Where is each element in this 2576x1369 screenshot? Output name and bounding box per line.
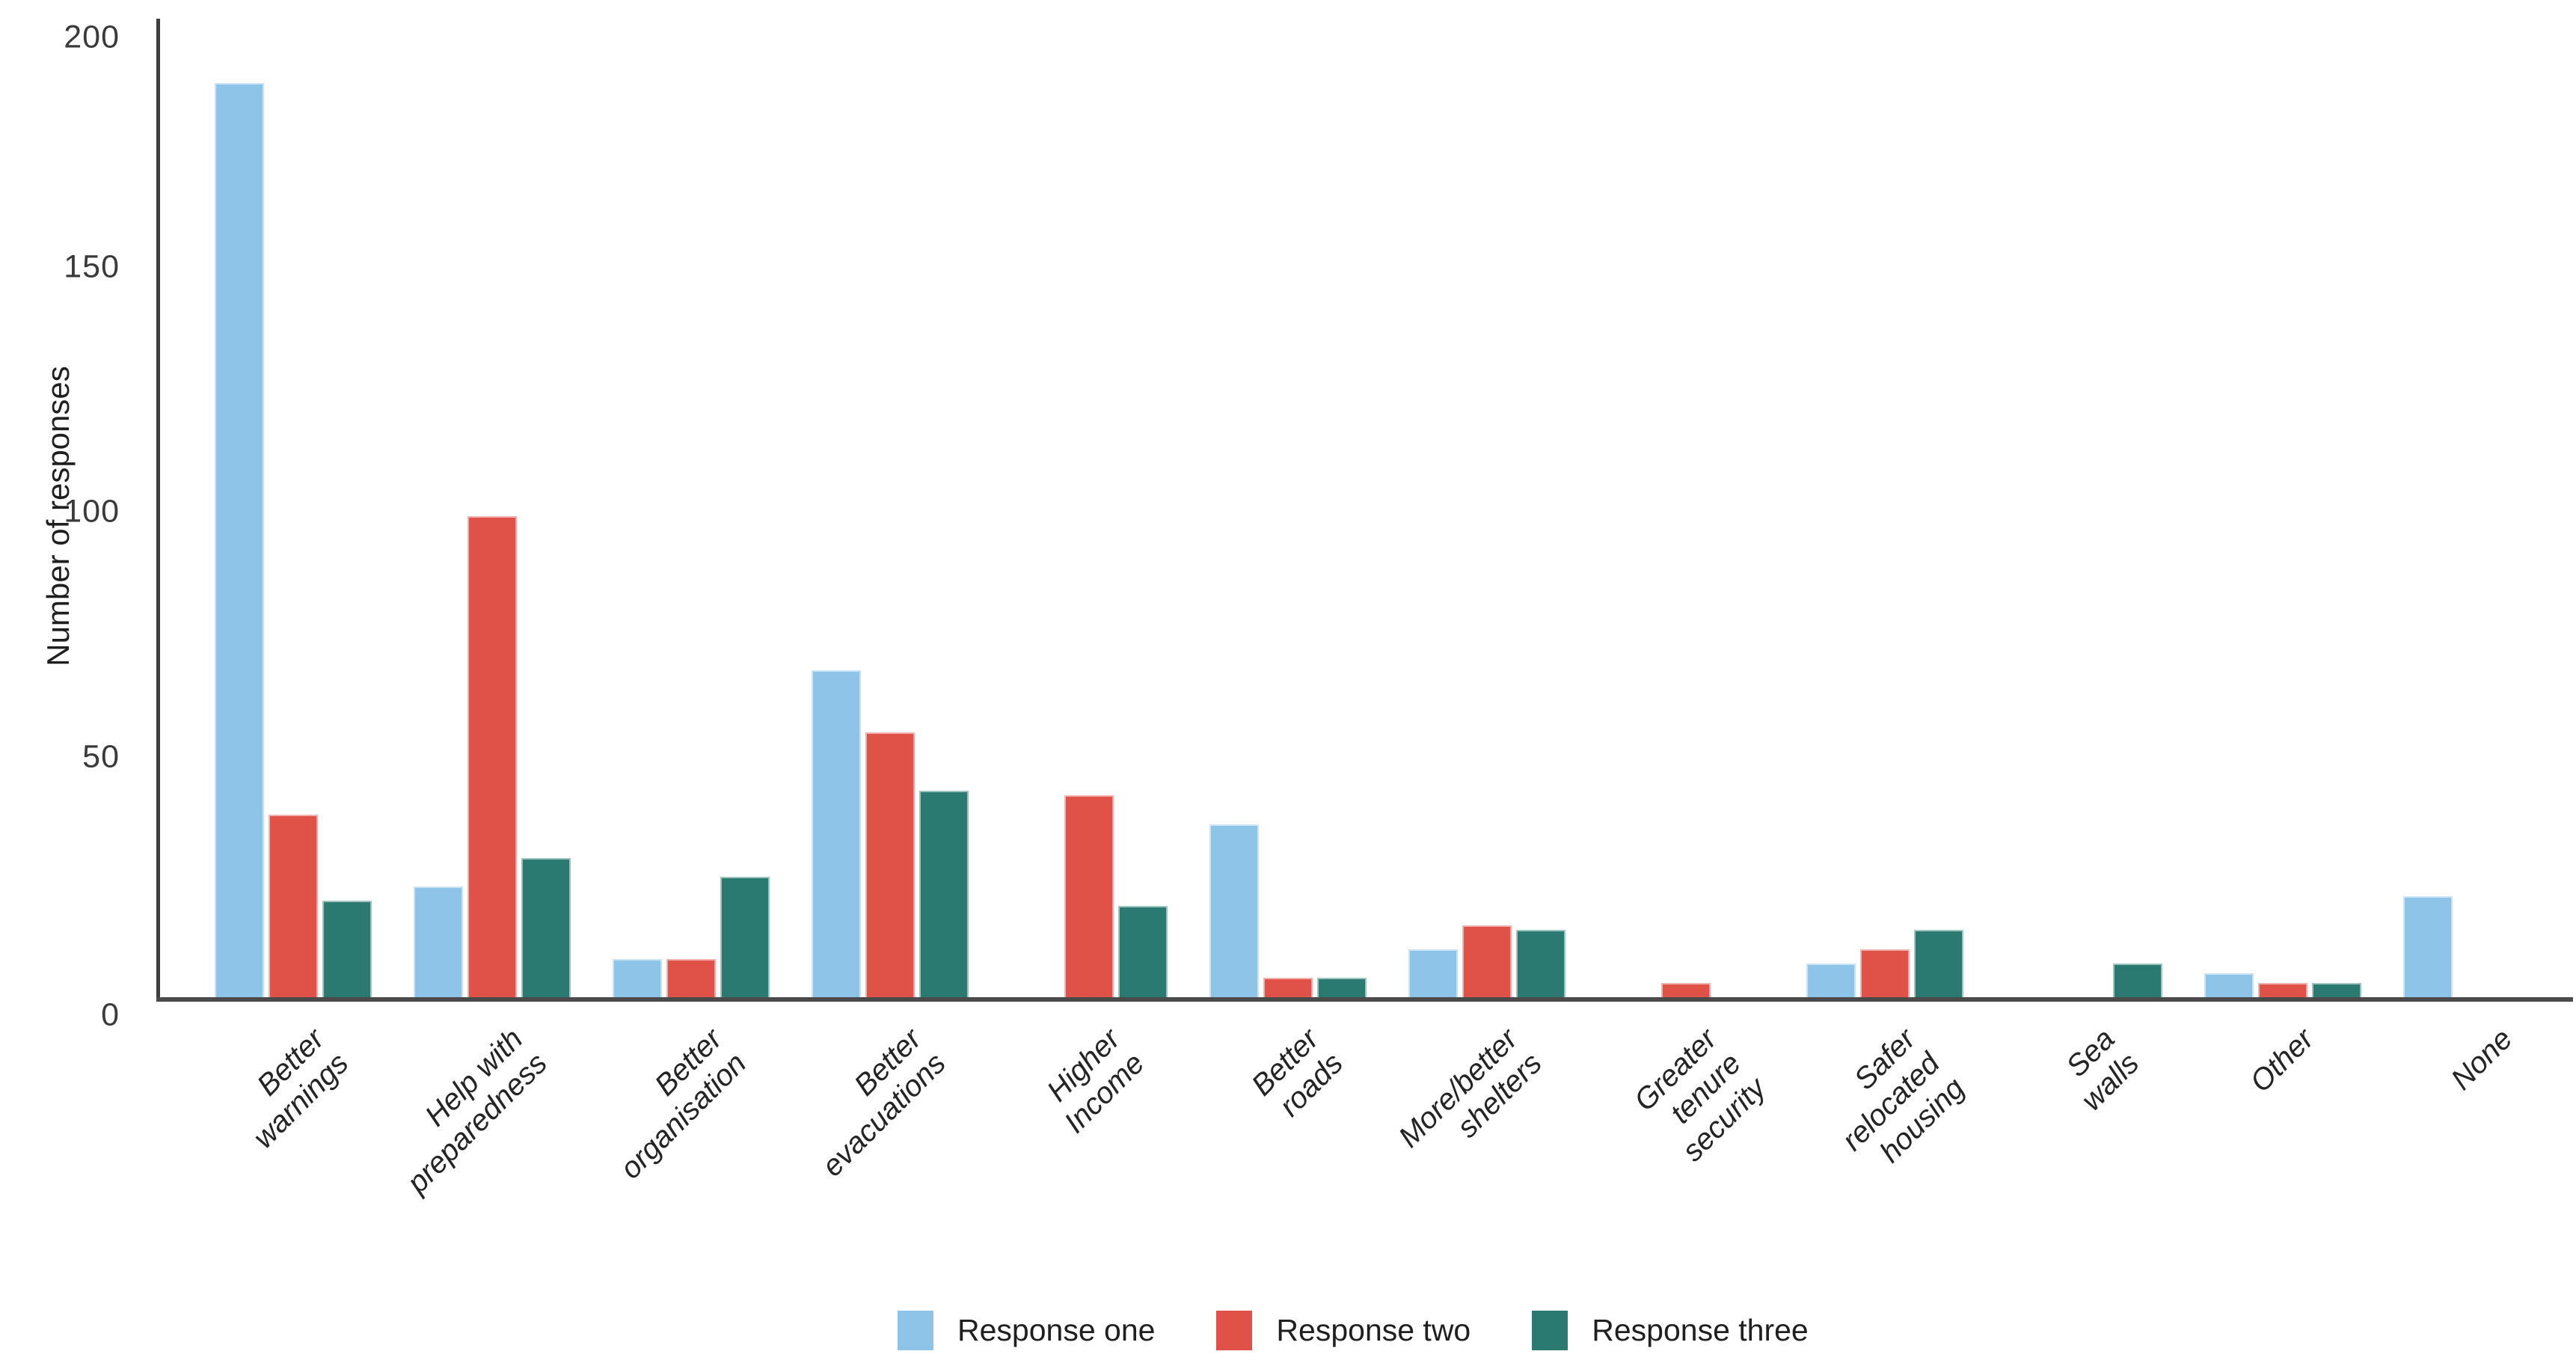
category-label-1: Better warnings — [247, 1022, 355, 1155]
bar-response-two-1 — [269, 815, 318, 997]
bar-response-two-6 — [1263, 978, 1313, 997]
bar-response-two-4 — [865, 732, 915, 997]
bar-response-one-2 — [414, 886, 463, 997]
bar-response-three-2 — [521, 858, 571, 997]
category-label-2: Help with preparedness — [401, 1022, 554, 1200]
legend: Response one Response two Response three — [898, 1311, 1809, 1350]
bar-response-three-11 — [2312, 983, 2361, 997]
y-tick-label-50: 50 — [82, 738, 120, 775]
bar-response-one-12 — [2403, 896, 2453, 997]
category-label-7: More/better shelters — [1393, 1022, 1549, 1154]
category-label-12: None — [2445, 1022, 2519, 1097]
bar-response-three-5 — [1118, 906, 1168, 997]
category-label-8: Greater tenure security — [1628, 1022, 1773, 1168]
category-label-5: Higher Income — [1040, 1022, 1151, 1140]
category-label-3: Better organisation — [614, 1022, 753, 1186]
category-label-10: Sea walls — [2060, 1022, 2146, 1118]
legend-item-response-three: Response three — [1532, 1311, 1809, 1350]
category-label-11: Other — [2243, 1022, 2320, 1099]
bar-response-three-3 — [720, 877, 770, 997]
category-label-9: Safer relocated housing — [1836, 1022, 1972, 1169]
bar-response-one-4 — [812, 670, 861, 997]
bar-response-one-9 — [1806, 964, 1856, 997]
y-tick-label-100: 100 — [64, 493, 120, 530]
legend-label-response-two: Response two — [1276, 1313, 1471, 1347]
legend-swatch-response-one — [898, 1311, 933, 1350]
category-label-6: Better roads — [1245, 1022, 1350, 1124]
y-tick-label-200: 200 — [64, 19, 120, 55]
bar-response-two-8 — [1661, 983, 1711, 997]
y-tick-label-150: 150 — [64, 248, 120, 285]
legend-item-response-two: Response two — [1216, 1311, 1471, 1350]
bar-response-three-6 — [1317, 978, 1367, 997]
bar-response-one-11 — [2204, 973, 2254, 997]
bar-response-two-5 — [1064, 795, 1114, 997]
bar-response-three-10 — [2113, 964, 2162, 997]
bar-response-two-7 — [1462, 925, 1512, 997]
legend-swatch-response-three — [1532, 1311, 1568, 1350]
bar-response-three-9 — [1914, 930, 1963, 997]
legend-label-response-one: Response one — [957, 1313, 1156, 1347]
bar-response-one-3 — [613, 959, 662, 997]
bar-response-two-3 — [666, 959, 716, 997]
bar-response-three-4 — [919, 791, 969, 997]
y-axis-line — [156, 19, 160, 1002]
bar-response-three-1 — [322, 901, 372, 997]
bar-response-three-7 — [1516, 930, 1565, 997]
category-label-4: Better evacuations — [815, 1022, 952, 1183]
bar-response-two-9 — [1860, 949, 1910, 997]
x-axis-line — [156, 997, 2573, 1002]
y-tick-label-0: 0 — [101, 996, 120, 1033]
bar-response-one-1 — [215, 83, 264, 997]
bar-response-two-2 — [467, 516, 517, 997]
legend-label-response-three: Response three — [1592, 1313, 1809, 1347]
bar-response-one-6 — [1209, 824, 1259, 997]
bar-response-two-11 — [2258, 983, 2307, 997]
bar-response-one-7 — [1408, 949, 1458, 997]
legend-item-response-one: Response one — [898, 1311, 1155, 1350]
legend-swatch-response-two — [1216, 1311, 1253, 1350]
